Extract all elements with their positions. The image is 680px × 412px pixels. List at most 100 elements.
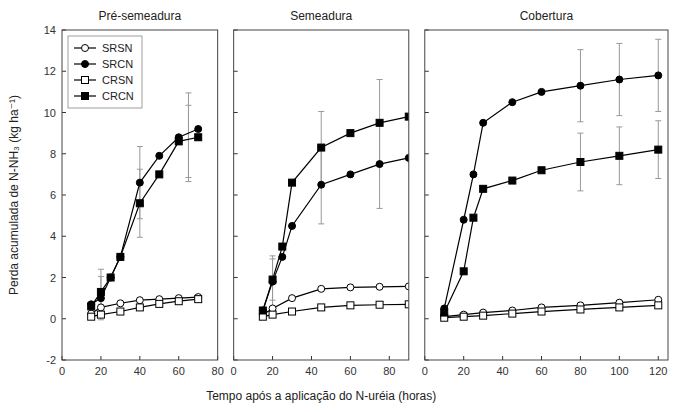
tick-label: 100 [610, 365, 628, 377]
tick-label: 14 [44, 24, 56, 36]
error-bar [137, 169, 143, 237]
tick-mark [425, 236, 429, 237]
data-point [441, 309, 448, 316]
tick-mark [311, 356, 312, 360]
data-point [279, 243, 286, 250]
tick-label: 4 [50, 230, 56, 242]
data-point [269, 311, 276, 318]
data-point [289, 222, 296, 229]
data-point [175, 298, 182, 305]
tick-mark [234, 236, 238, 237]
data-point [175, 138, 182, 145]
data-point [318, 285, 325, 292]
data-point [577, 306, 584, 313]
data-point [289, 295, 296, 302]
tick-mark [100, 356, 101, 360]
error-bar [616, 43, 622, 115]
data-point [97, 288, 104, 295]
data-point [195, 296, 202, 303]
tick-label: 40 [305, 365, 317, 377]
data-group [441, 39, 662, 321]
tick-mark [62, 277, 66, 278]
tick-mark [62, 236, 66, 237]
data-point [289, 308, 296, 315]
legend-label: CRCN [102, 90, 134, 102]
data-point [405, 283, 408, 290]
legend-marker [82, 77, 89, 84]
data-point [156, 171, 163, 178]
tick-mark [619, 356, 620, 360]
data-point [577, 82, 584, 89]
tick-mark [463, 356, 464, 360]
tick-mark [62, 153, 66, 154]
data-point [259, 307, 266, 314]
data-point [347, 130, 354, 137]
tick-mark [62, 195, 66, 196]
data-point [480, 185, 487, 192]
tick-mark [580, 356, 581, 360]
series-line [263, 117, 409, 311]
data-point [259, 307, 266, 314]
series-line [444, 150, 658, 313]
tick-label: 0 [59, 365, 65, 377]
data-point [347, 284, 354, 291]
series-line [444, 300, 658, 317]
tick-label: 12 [44, 65, 56, 77]
data-point [117, 300, 124, 307]
tick-mark [389, 356, 390, 360]
tick-label: 2 [50, 272, 56, 284]
data-point [616, 152, 623, 159]
error-bar [377, 80, 383, 167]
data-point [195, 134, 202, 141]
tick-mark [234, 153, 238, 154]
error-bar [577, 50, 583, 122]
error-bar [185, 105, 191, 177]
data-point [616, 304, 623, 311]
x-axis-label: Tempo após a aplicação do N-uréia (horas… [206, 389, 436, 403]
y-axis-label: Perda acumulada de N-NH₃ (kg ha⁻¹) [7, 95, 21, 295]
data-point [107, 274, 114, 281]
data-point [655, 72, 662, 79]
data-point [88, 303, 95, 310]
data-point [347, 302, 354, 309]
panel: -202468101214020406080Pré-semeaduraPerda… [7, 9, 224, 377]
error-bar [185, 93, 191, 182]
data-point [538, 308, 545, 315]
error-bar [577, 133, 583, 191]
legend-marker [82, 45, 89, 52]
tick-mark [234, 277, 238, 278]
tick-label: 0 [231, 365, 237, 377]
error-bar [655, 39, 661, 111]
error-bar [318, 111, 324, 183]
data-point [136, 179, 143, 186]
data-point [655, 146, 662, 153]
data-point [577, 159, 584, 166]
error-bar [616, 127, 622, 185]
plot-area [62, 30, 218, 360]
series-line [444, 305, 658, 317]
tick-mark [425, 71, 429, 72]
plot-area [425, 30, 668, 360]
tick-label: 20 [458, 365, 470, 377]
data-point [405, 301, 408, 308]
legend-box [68, 36, 142, 108]
legend-marker [82, 61, 89, 68]
data-point [117, 308, 124, 315]
tick-label: 6 [50, 189, 56, 201]
tick-label: -2 [46, 354, 56, 366]
tick-mark [62, 318, 66, 319]
tick-mark [541, 356, 542, 360]
tick-mark [234, 71, 238, 72]
data-point [509, 310, 516, 317]
data-point [97, 304, 104, 311]
data-group [259, 80, 408, 321]
legend-marker [82, 93, 89, 100]
data-point [538, 88, 545, 95]
data-point [269, 276, 276, 283]
chart: -202468101214020406080Pré-semeaduraPerda… [0, 0, 680, 412]
data-point [318, 181, 325, 188]
data-point [460, 313, 467, 320]
data-point [460, 268, 467, 275]
series-line [263, 304, 409, 316]
tick-label: 60 [344, 365, 356, 377]
